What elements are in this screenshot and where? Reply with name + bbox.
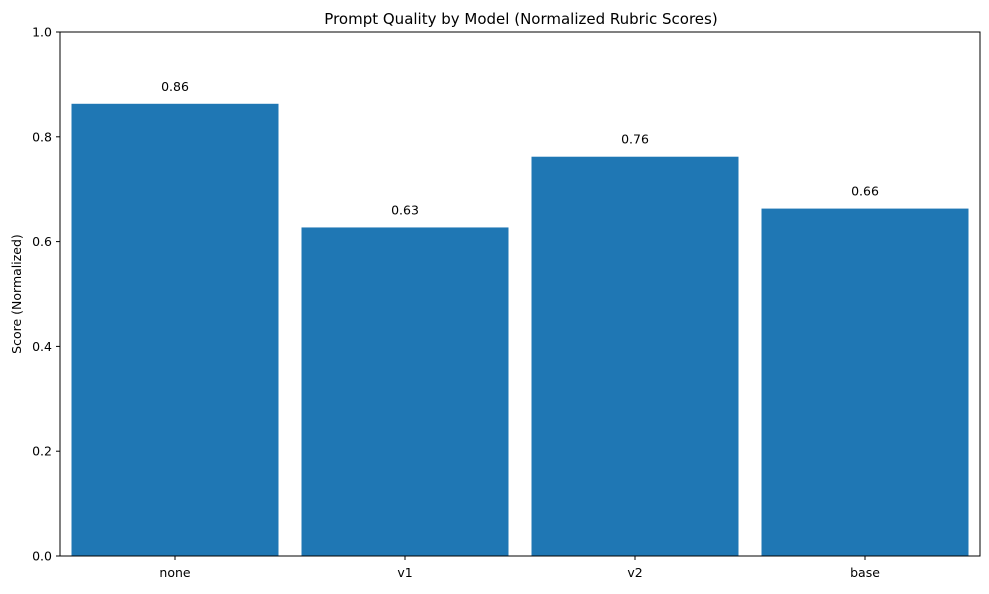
chart-title: Prompt Quality by Model (Normalized Rubr…: [324, 10, 717, 28]
x-tick-label-v1: v1: [397, 565, 412, 580]
data-label-base: 0.66: [851, 184, 879, 199]
y-tick-label: 0.4: [32, 339, 52, 354]
bars-group: 0.86 0.63 0.76 0.66: [71, 79, 969, 557]
bar-v1: [301, 227, 509, 556]
data-label-v2: 0.76: [621, 132, 649, 147]
y-tick-label: 0.6: [32, 234, 52, 249]
plot-frame: [59, 31, 981, 557]
x-tick-label-none: none: [159, 565, 190, 580]
y-tick-label: 0.0: [32, 549, 52, 564]
data-label-v1: 0.63: [391, 202, 419, 217]
y-tick-label: 0.2: [32, 444, 52, 459]
y-axis-label: Score (Normalized): [9, 234, 24, 354]
data-label-none: 0.86: [161, 79, 189, 94]
y-tick-label: 1.0: [32, 25, 52, 40]
bar-base: [761, 208, 969, 556]
x-tick-label-base: base: [850, 565, 880, 580]
x-tick-label-v2: v2: [627, 565, 642, 580]
bar-none: [71, 103, 279, 557]
x-axis: none v1 v2 base: [159, 556, 880, 580]
y-tick-label: 0.8: [32, 129, 52, 144]
y-axis: 0.0 0.2 0.4 0.6 0.8 1.0: [32, 25, 60, 564]
bar-v2: [531, 156, 739, 556]
plot-area: 0.86 0.63 0.76 0.66 0.0 0.2 0.4 0.6 0.8 1.0 none v1…: [32, 25, 981, 580]
